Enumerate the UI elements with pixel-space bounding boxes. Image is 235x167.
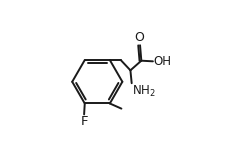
Text: F: F [80, 115, 88, 128]
Text: OH: OH [153, 55, 171, 68]
Text: NH$_2$: NH$_2$ [132, 84, 156, 99]
Text: O: O [134, 31, 144, 44]
